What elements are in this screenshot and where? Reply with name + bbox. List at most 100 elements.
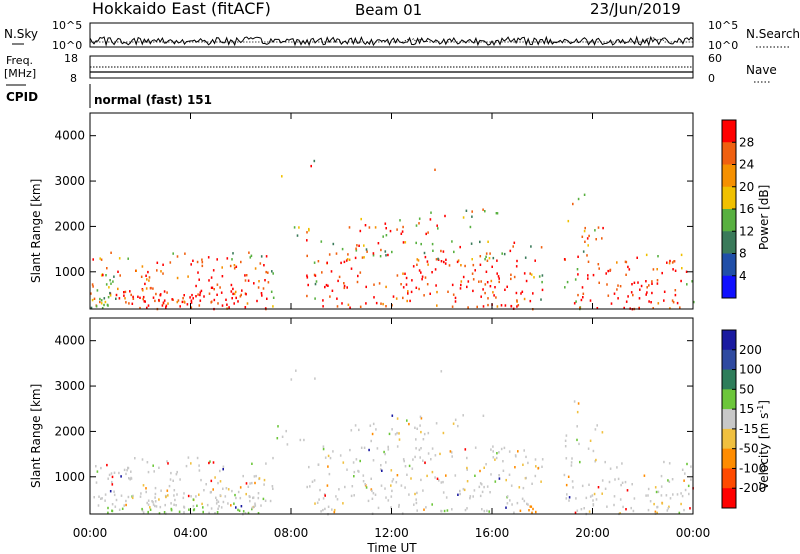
heatmap-cell bbox=[633, 281, 636, 284]
heatmap-cell bbox=[363, 446, 366, 449]
heatmap-cell bbox=[188, 508, 190, 511]
heatmap-cell bbox=[340, 261, 342, 265]
heatmap-cell bbox=[654, 510, 657, 513]
heatmap-cell bbox=[406, 299, 408, 303]
heatmap-cell bbox=[426, 283, 429, 286]
heatmap-cell bbox=[198, 469, 201, 472]
heatmap-cell bbox=[226, 257, 229, 260]
heatmap-cell bbox=[93, 297, 96, 300]
heatmap-cell bbox=[110, 282, 112, 285]
heatmap-cell bbox=[490, 448, 492, 451]
heatmap-cell bbox=[573, 400, 576, 403]
heatmap-cell bbox=[407, 292, 409, 295]
heatmap-cell bbox=[170, 507, 173, 511]
velocity-colorbar: 200 100 50 15 -15 -50 -100 -200 bbox=[721, 329, 766, 509]
heatmap-cell bbox=[622, 505, 624, 509]
heatmap-cell bbox=[265, 270, 267, 274]
heatmap-cell bbox=[425, 232, 427, 236]
heatmap-cell bbox=[515, 291, 518, 295]
heatmap-cell bbox=[453, 250, 455, 254]
heatmap-cell bbox=[371, 432, 374, 436]
heatmap-cell bbox=[314, 502, 316, 505]
heatmap-cell bbox=[489, 252, 491, 255]
heatmap-cell bbox=[187, 456, 190, 459]
heatmap-cell bbox=[668, 505, 670, 508]
heatmap-cell bbox=[103, 297, 106, 300]
heatmap-cell bbox=[399, 219, 401, 222]
heatmap-cell bbox=[167, 462, 169, 465]
heatmap-cell bbox=[513, 511, 515, 514]
heatmap-cell bbox=[172, 252, 174, 255]
heatmap-cell bbox=[130, 477, 133, 480]
heatmap-cell bbox=[244, 511, 247, 515]
heatmap-cell bbox=[131, 496, 134, 500]
heatmap-cell bbox=[563, 258, 566, 261]
heatmap-cell bbox=[418, 217, 421, 220]
heatmap-cell bbox=[365, 248, 368, 251]
heatmap-cell bbox=[360, 217, 362, 221]
heatmap-cell bbox=[227, 488, 230, 491]
heatmap-cell bbox=[513, 275, 516, 279]
heatmap-cell bbox=[415, 224, 418, 227]
heatmap-cell bbox=[333, 510, 336, 514]
heatmap-cell bbox=[684, 472, 686, 475]
heatmap-cell bbox=[324, 285, 326, 289]
heatmap-cell bbox=[232, 252, 234, 255]
heatmap-cell bbox=[630, 506, 632, 510]
heatmap-cell bbox=[208, 292, 211, 295]
heatmap-cell bbox=[298, 226, 300, 229]
heatmap-cell bbox=[200, 289, 203, 293]
heatmap-cell bbox=[260, 292, 263, 295]
heatmap-cell bbox=[350, 494, 353, 498]
heatmap-cell bbox=[377, 242, 380, 245]
heatmap-cell bbox=[387, 445, 389, 449]
heatmap-cell bbox=[396, 228, 398, 231]
heatmap-cell bbox=[384, 452, 386, 456]
heatmap-cell bbox=[657, 302, 660, 305]
heatmap-cell bbox=[375, 301, 378, 305]
heatmap-cell bbox=[190, 299, 193, 302]
heatmap-cell bbox=[336, 305, 339, 308]
heatmap-cell bbox=[364, 224, 367, 227]
heatmap-cell bbox=[656, 279, 659, 282]
heatmap-cell bbox=[377, 506, 380, 510]
heatmap-cell bbox=[589, 299, 592, 302]
heatmap-cell bbox=[628, 268, 631, 271]
heatmap-cell bbox=[342, 502, 344, 505]
heatmap-cell bbox=[684, 488, 687, 492]
heatmap-cell bbox=[410, 477, 412, 480]
heatmap-cell bbox=[604, 460, 606, 464]
heatmap-cell bbox=[661, 502, 664, 505]
heatmap-cell bbox=[303, 438, 305, 442]
colorbar-tick-label: 200 bbox=[739, 343, 762, 357]
velocity-colorbar-label-main: Velocity [m s bbox=[757, 413, 771, 490]
colorbar-segment bbox=[722, 428, 736, 450]
heatmap-cell bbox=[584, 226, 586, 230]
heatmap-cell bbox=[483, 466, 485, 469]
heatmap-cell bbox=[666, 261, 668, 264]
heatmap-cell bbox=[689, 507, 691, 510]
heatmap-cell bbox=[415, 498, 417, 501]
heatmap-cell bbox=[146, 278, 148, 281]
heatmap-cell bbox=[687, 484, 690, 488]
heatmap-cell bbox=[521, 497, 524, 500]
heatmap-cell bbox=[505, 506, 507, 509]
heatmap-cell bbox=[314, 282, 317, 286]
heatmap-cell bbox=[537, 467, 539, 470]
heatmap-cell bbox=[130, 470, 132, 473]
heatmap-cell bbox=[523, 449, 525, 452]
heatmap-cell bbox=[139, 306, 141, 310]
heatmap-cell bbox=[145, 490, 147, 494]
heatmap-cell bbox=[125, 499, 127, 503]
heatmap-cell bbox=[141, 265, 144, 268]
heatmap-cell bbox=[418, 269, 421, 272]
heatmap-cell bbox=[496, 259, 498, 262]
heatmap-cell bbox=[145, 487, 147, 490]
heatmap-cell bbox=[141, 509, 144, 512]
heatmap-cell bbox=[209, 491, 212, 494]
heatmap-cell bbox=[232, 287, 234, 291]
heatmap-cell bbox=[420, 447, 422, 450]
heatmap-cell bbox=[406, 473, 408, 476]
heatmap-cell bbox=[140, 492, 142, 495]
heatmap-cell bbox=[247, 485, 250, 488]
